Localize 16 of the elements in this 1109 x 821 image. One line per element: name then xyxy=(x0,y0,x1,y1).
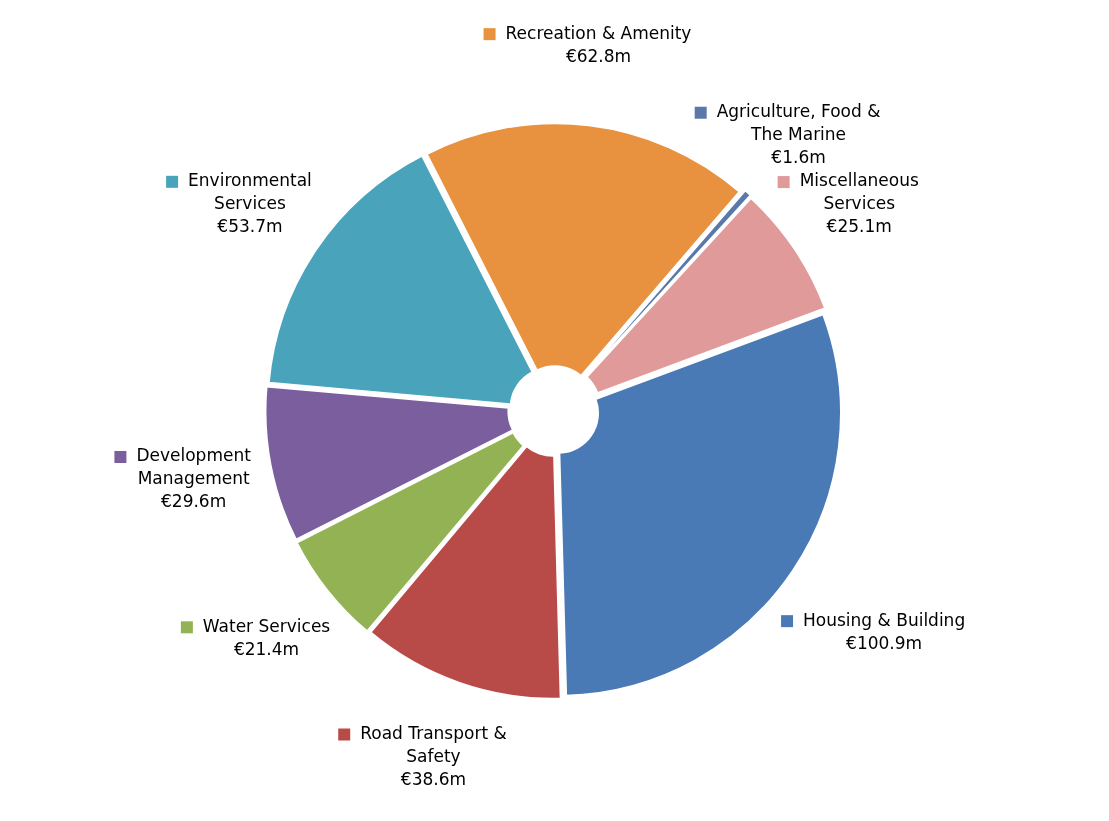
legend-label: Road Transport & Safety xyxy=(360,722,507,766)
data-label: €38.6m xyxy=(400,768,467,789)
legend-label: Housing & Building xyxy=(803,609,966,630)
legend-label: Recreation & Amenity xyxy=(505,22,692,43)
data-label: €21.4m xyxy=(233,638,300,659)
data-label: €29.6m xyxy=(161,491,227,512)
data-label: €62.8m xyxy=(565,45,632,66)
data-label: €1.6m xyxy=(771,147,826,168)
legend-label: Agriculture, Food & The Marine xyxy=(716,101,881,145)
legend-label: Development Management xyxy=(136,445,252,489)
legend-label: Environmental Services xyxy=(188,170,312,214)
data-label: €25.1m xyxy=(826,216,892,237)
data-label: €53.7m xyxy=(217,216,283,237)
data-label: €100.9m xyxy=(846,632,923,653)
legend-label: Miscellaneous Services xyxy=(799,170,919,214)
legend-label: Water Services xyxy=(202,615,331,636)
